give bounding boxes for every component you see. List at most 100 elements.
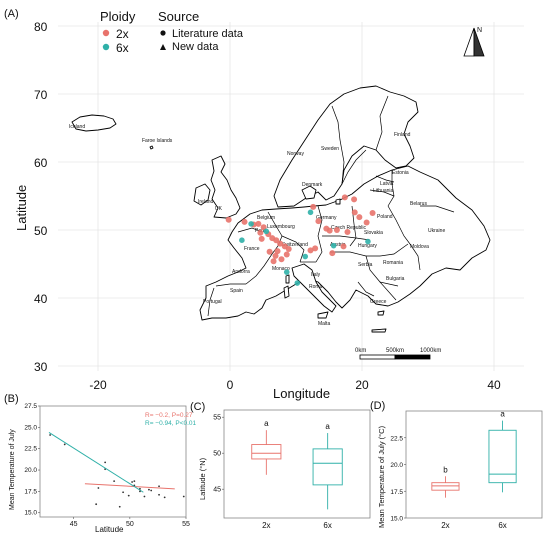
point-2x bbox=[131, 481, 133, 483]
panel-d: (D) 15.0 17.5 20.0 22.5 b 2x a 6x Mean Temperat… bbox=[370, 400, 543, 530]
country-label: Austria bbox=[330, 242, 346, 248]
panel-c: (C) 45 50 55 a 2x a 6x Latitude (°N) bbox=[190, 401, 371, 530]
legend-6x-swatch bbox=[102, 43, 110, 51]
italy-shape bbox=[291, 263, 337, 313]
sardinia-shape bbox=[283, 285, 290, 299]
scale-bar: 0km 500km 1000km bbox=[355, 348, 441, 360]
legend-source-title: Source bbox=[158, 9, 199, 24]
map-point-2x bbox=[329, 250, 336, 257]
uk-shape bbox=[210, 155, 241, 219]
country-label: Poland bbox=[377, 214, 393, 220]
plot-d-y-tick-label: 22.5 bbox=[390, 435, 403, 442]
map-y-tick-label: 60 bbox=[34, 156, 48, 170]
country-label: Ukraine bbox=[428, 228, 445, 234]
map-legend: Ploidy 2x 6x Source Literature data New … bbox=[100, 9, 244, 55]
panel-b: (B) 15.0 17.5 20.0 22.5 25.0 27.5 45 50 55 R= −0… bbox=[4, 393, 197, 534]
map-x-tick-label: 0 bbox=[227, 378, 234, 392]
plot-d-frame bbox=[405, 410, 543, 519]
country-label: Czech Republic bbox=[331, 225, 367, 231]
map-point-2x bbox=[344, 229, 351, 236]
panel-label-d: (D) bbox=[370, 400, 385, 412]
map-point-2x bbox=[277, 240, 284, 247]
point-2x bbox=[158, 485, 160, 488]
map-point-2x bbox=[356, 214, 363, 221]
country-label: Slovakia bbox=[364, 230, 383, 236]
plot-d-content: 15.0 17.5 20.0 22.5 b 2x a 6x bbox=[390, 410, 517, 530]
plot-b-y-axis-title: Mean Temperature of July bbox=[9, 429, 16, 510]
country-label: Switzerland bbox=[282, 242, 308, 248]
country-label: Estonia bbox=[392, 170, 409, 176]
corr-2x-annotation: R= −0.2, P=0.27 bbox=[145, 412, 193, 419]
map-y-axis-title: Latitude bbox=[14, 185, 29, 231]
country-label: Germany bbox=[316, 215, 337, 221]
country-label: UK bbox=[215, 206, 223, 212]
plot-b-x-tick-label: 50 bbox=[126, 521, 134, 528]
country-label: Latvia bbox=[380, 181, 394, 187]
country-label: Ireland bbox=[198, 199, 214, 205]
baltic-island bbox=[335, 198, 341, 205]
country-label: Finland bbox=[394, 132, 411, 138]
point-6x bbox=[63, 443, 66, 446]
plot-b-content: 15.0 17.5 20.0 22.5 25.0 27.5 45 50 55 bbox=[24, 403, 190, 528]
iceland-shape bbox=[71, 114, 117, 132]
plot-c-significance-letter: a bbox=[325, 422, 330, 431]
country-label: Faroe Islands bbox=[142, 138, 173, 144]
map-point-6x bbox=[248, 221, 254, 227]
plot-c-y-axis-title: Latitude (°N) bbox=[198, 457, 207, 500]
legend-literature-swatch bbox=[160, 30, 166, 36]
point-2x bbox=[182, 495, 185, 498]
plot-c-box-2x bbox=[251, 444, 282, 460]
plot-d-y-tick-label: 20.0 bbox=[390, 462, 403, 469]
point-6x bbox=[49, 434, 52, 436]
plot-c-significance-letter: a bbox=[264, 419, 269, 428]
country-label: Serbia bbox=[358, 262, 373, 268]
plot-c-x-tick-label: 6x bbox=[323, 521, 331, 530]
point-2x bbox=[122, 491, 125, 494]
plot-d-box-6x bbox=[488, 429, 517, 484]
map-point-2x bbox=[315, 218, 322, 225]
plot-d-significance-letter: b bbox=[443, 465, 448, 474]
map-point-2x bbox=[272, 252, 279, 259]
map-y-tick-label: 30 bbox=[34, 360, 48, 374]
map-x-tick-label: -20 bbox=[89, 378, 107, 392]
plot-c-y-tick-label: 50 bbox=[213, 451, 221, 458]
map-point-2x bbox=[285, 246, 292, 253]
legend-literature-label: Literature data bbox=[172, 28, 244, 40]
panel-label-a: (A) bbox=[4, 8, 19, 20]
north-arrow-icon: N bbox=[463, 27, 485, 57]
map-point-2x bbox=[351, 196, 358, 203]
plot-d-y-tick-label: 17.5 bbox=[390, 489, 403, 496]
map-point-2x bbox=[257, 229, 264, 236]
scandinavia-shape bbox=[273, 85, 419, 208]
plot-b-y-tick-label: 20.0 bbox=[24, 467, 37, 474]
map-point-2x bbox=[260, 224, 267, 231]
map-point-2x bbox=[283, 251, 290, 258]
map-x-tick-label: 20 bbox=[355, 378, 369, 392]
plot-b-frame bbox=[39, 405, 187, 518]
plot-c-frame bbox=[223, 409, 371, 519]
plot-c-x-tick-label: 2x bbox=[262, 521, 270, 530]
map-point-6x bbox=[365, 238, 371, 245]
map-point-2x bbox=[326, 227, 333, 234]
point-2x bbox=[113, 480, 116, 483]
scale-500-label: 500km bbox=[386, 348, 404, 354]
scale-0-label: 0km bbox=[355, 348, 366, 354]
country-label: Andorra bbox=[232, 269, 250, 275]
country-label: Bulgaria bbox=[386, 276, 405, 282]
legend-ploidy-title: Ploidy bbox=[100, 9, 136, 24]
country-label: Luxembourg bbox=[267, 224, 295, 230]
country-label: Sweden bbox=[321, 146, 339, 152]
plot-b-y-tick-label: 15.0 bbox=[24, 510, 37, 517]
country-label: Iceland bbox=[69, 124, 85, 130]
plot-b-y-tick-label: 17.5 bbox=[24, 488, 37, 495]
plot-b-x-axis-title: Latitude bbox=[95, 525, 124, 534]
map-y-tick-label: 50 bbox=[34, 224, 48, 238]
corr-6x-annotation: R= −0.94, P<0.01 bbox=[145, 420, 197, 427]
map-y-tick-label: 70 bbox=[34, 88, 48, 102]
greece-islands-shape bbox=[377, 310, 385, 316]
country-label: Romania bbox=[383, 260, 403, 266]
country-label: Lithuania bbox=[373, 188, 394, 194]
continent-shape bbox=[199, 165, 491, 321]
map-point-2x bbox=[333, 227, 340, 233]
